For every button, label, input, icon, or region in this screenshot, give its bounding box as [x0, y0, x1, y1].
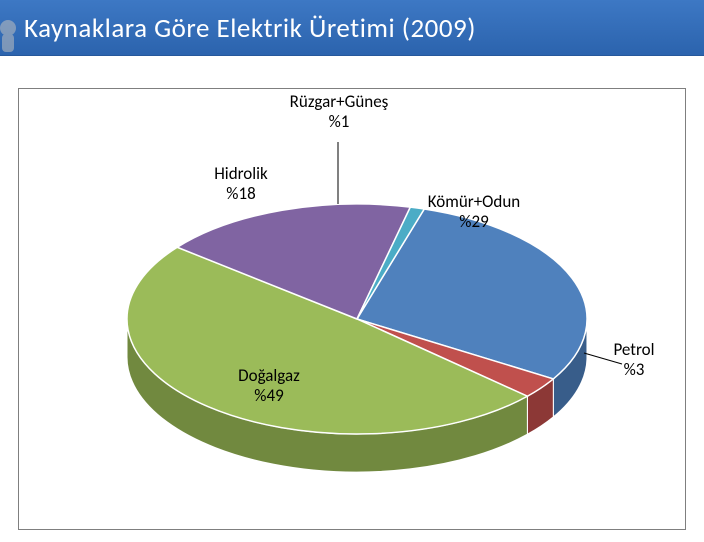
decorative-icon: [0, 18, 22, 54]
slice-label: Kömür+Odun: [428, 191, 520, 212]
slice-label: %18: [226, 183, 255, 204]
slice-label: Rüzgar+Güneş: [290, 91, 389, 112]
slice-label: %49: [254, 385, 284, 406]
slice-label: %1: [329, 111, 350, 132]
page-title: Kaynaklara Göre Elektrik Üretimi (2009): [24, 12, 476, 45]
slice-label: Petrol: [613, 339, 654, 360]
pie-chart-3d: Kömür+Odun%29 Petrol%3 Doğalgaz%49 Hidrolik…: [19, 89, 685, 529]
chart-container: Kömür+Odun%29 Petrol%3 Doğalgaz%49 Hidrolik…: [18, 88, 686, 530]
page-title-bar: Kaynaklara Göre Elektrik Üretimi (2009): [0, 0, 704, 56]
slice-label: Doğalgaz: [238, 365, 300, 386]
slice-label: %29: [459, 211, 489, 232]
slice-label: Hidrolik: [214, 163, 268, 184]
slice-label: %3: [624, 359, 645, 380]
